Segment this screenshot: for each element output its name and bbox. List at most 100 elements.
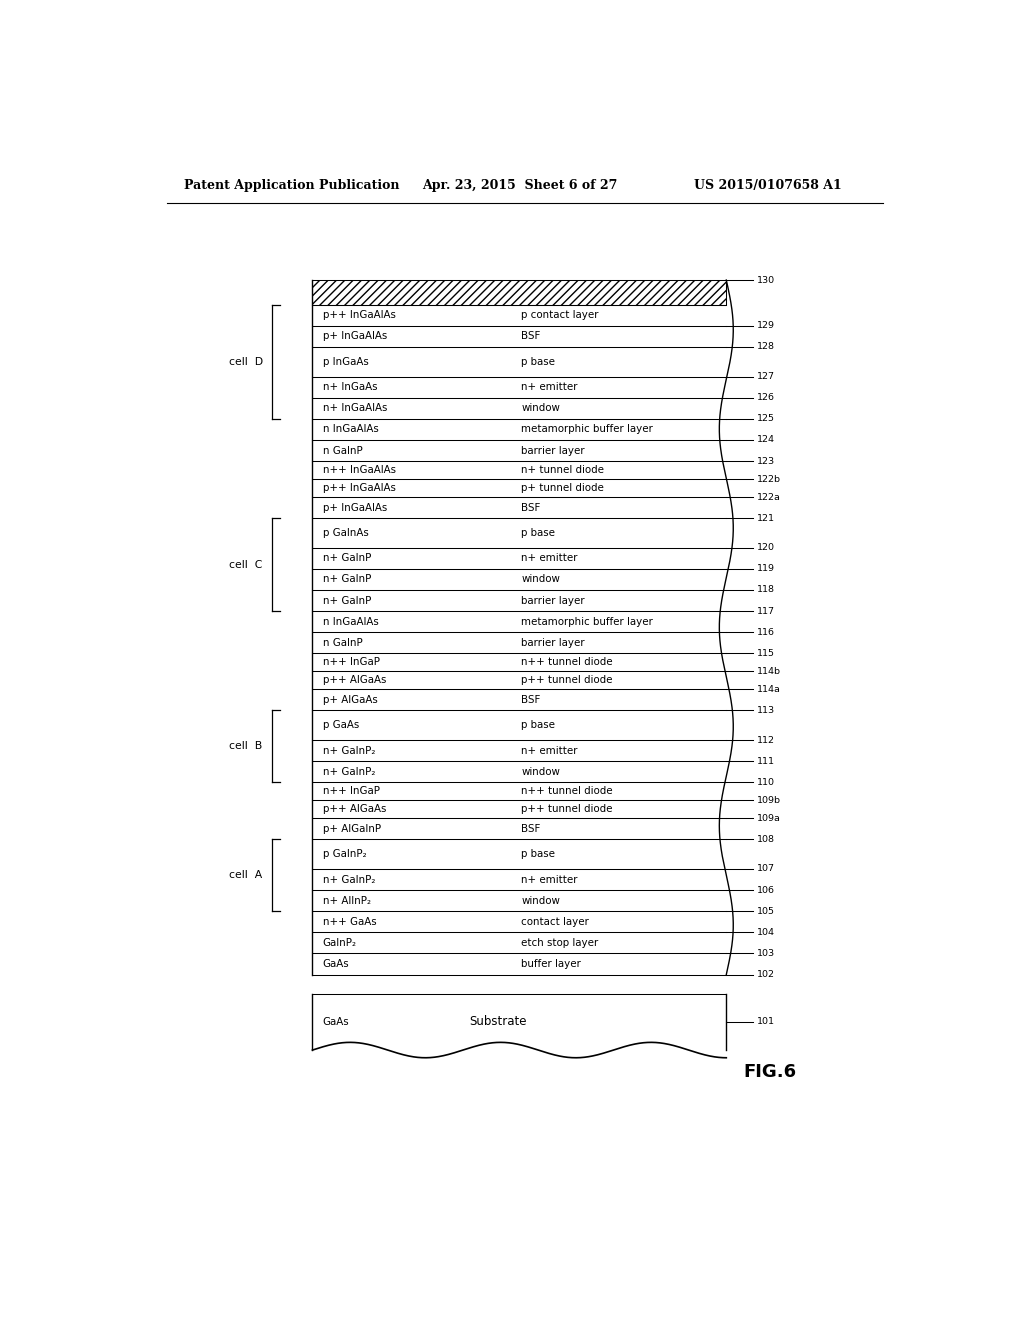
Text: 112: 112: [758, 735, 775, 744]
Text: 109a: 109a: [758, 813, 781, 822]
Text: etch stop layer: etch stop layer: [521, 939, 599, 948]
Text: BSF: BSF: [521, 824, 541, 834]
Text: p++ AlGaAs: p++ AlGaAs: [323, 804, 386, 814]
Text: p+ tunnel diode: p+ tunnel diode: [521, 483, 604, 494]
Text: barrier layer: barrier layer: [521, 446, 585, 455]
Text: p GaInAs: p GaInAs: [323, 528, 369, 539]
Text: p++ AlGaAs: p++ AlGaAs: [323, 676, 386, 685]
Text: n GaInP: n GaInP: [323, 446, 362, 455]
Text: 128: 128: [758, 342, 775, 351]
Text: BSF: BSF: [521, 331, 541, 342]
Text: 114b: 114b: [758, 667, 781, 676]
Text: p++ tunnel diode: p++ tunnel diode: [521, 804, 613, 814]
Text: 110: 110: [758, 777, 775, 787]
Text: p++ tunnel diode: p++ tunnel diode: [521, 676, 613, 685]
Text: barrier layer: barrier layer: [521, 595, 585, 606]
Text: p GaInP₂: p GaInP₂: [323, 849, 367, 859]
Text: n++ InGaP: n++ InGaP: [323, 657, 380, 668]
Text: p+ InGaAlAs: p+ InGaAlAs: [323, 503, 387, 512]
Text: p base: p base: [521, 721, 555, 730]
Text: window: window: [521, 574, 560, 585]
Text: cell  A: cell A: [228, 870, 262, 880]
Text: BSF: BSF: [521, 694, 541, 705]
Text: BSF: BSF: [521, 503, 541, 512]
Text: n++ GaAs: n++ GaAs: [323, 917, 376, 927]
Text: 121: 121: [758, 513, 775, 523]
Text: 116: 116: [758, 628, 775, 636]
Text: n InGaAlAs: n InGaAlAs: [323, 425, 378, 434]
Text: n+ GaInP₂: n+ GaInP₂: [323, 767, 375, 776]
Text: n++ InGaP: n++ InGaP: [323, 787, 380, 796]
Text: 107: 107: [758, 865, 775, 874]
Text: p InGaAs: p InGaAs: [323, 356, 369, 367]
Text: n+ GaInP: n+ GaInP: [323, 574, 371, 585]
Text: Patent Application Publication: Patent Application Publication: [183, 178, 399, 191]
Text: contact layer: contact layer: [521, 917, 590, 927]
Text: n+ InGaAs: n+ InGaAs: [323, 381, 377, 392]
Text: 120: 120: [758, 544, 775, 552]
Text: p+ AlGaInP: p+ AlGaInP: [323, 824, 381, 834]
Text: 125: 125: [758, 414, 775, 424]
Text: n+ emitter: n+ emitter: [521, 875, 578, 884]
Text: barrier layer: barrier layer: [521, 638, 585, 648]
Text: 122b: 122b: [758, 475, 781, 483]
Bar: [312, 280, 726, 305]
Text: cell  C: cell C: [228, 560, 262, 570]
Text: 109b: 109b: [758, 796, 781, 805]
Text: 106: 106: [758, 886, 775, 895]
Text: n+ GaInP: n+ GaInP: [323, 595, 371, 606]
Text: window: window: [521, 403, 560, 413]
Text: 126: 126: [758, 393, 775, 403]
Text: p contact layer: p contact layer: [521, 310, 599, 321]
Text: 117: 117: [758, 607, 775, 615]
Text: US 2015/0107658 A1: US 2015/0107658 A1: [693, 178, 842, 191]
Text: 130: 130: [758, 276, 775, 285]
Text: Apr. 23, 2015  Sheet 6 of 27: Apr. 23, 2015 Sheet 6 of 27: [423, 178, 617, 191]
Text: 118: 118: [758, 586, 775, 594]
Text: p GaAs: p GaAs: [323, 721, 358, 730]
Text: n+ InGaAlAs: n+ InGaAlAs: [323, 403, 387, 413]
Text: 111: 111: [758, 756, 775, 766]
Text: p+ AlGaAs: p+ AlGaAs: [323, 694, 377, 705]
Text: n+ tunnel diode: n+ tunnel diode: [521, 465, 604, 475]
Text: n+ GaInP₂: n+ GaInP₂: [323, 746, 375, 755]
Text: n+ GaInP: n+ GaInP: [323, 553, 371, 564]
Text: n+ emitter: n+ emitter: [521, 381, 578, 392]
Text: buffer layer: buffer layer: [521, 960, 582, 969]
Text: metamorphic buffer layer: metamorphic buffer layer: [521, 425, 653, 434]
Bar: [312, 305, 726, 974]
Text: p base: p base: [521, 528, 555, 539]
Text: GaAs: GaAs: [323, 960, 349, 969]
Text: GaAs: GaAs: [323, 1016, 349, 1027]
Text: cell  B: cell B: [228, 742, 262, 751]
Text: 122a: 122a: [758, 492, 781, 502]
Text: n+ GaInP₂: n+ GaInP₂: [323, 875, 375, 884]
Text: 115: 115: [758, 649, 775, 657]
Text: n+ emitter: n+ emitter: [521, 553, 578, 564]
Text: p+ InGaAlAs: p+ InGaAlAs: [323, 331, 387, 342]
Text: n InGaAlAs: n InGaAlAs: [323, 616, 378, 627]
Text: 113: 113: [758, 706, 775, 715]
Text: n+ AlInP₂: n+ AlInP₂: [323, 896, 371, 906]
Text: window: window: [521, 767, 560, 776]
Text: 104: 104: [758, 928, 775, 937]
Text: 105: 105: [758, 907, 775, 916]
Text: 119: 119: [758, 565, 775, 573]
Text: 108: 108: [758, 834, 775, 843]
Text: 129: 129: [758, 321, 775, 330]
Text: n++ tunnel diode: n++ tunnel diode: [521, 787, 613, 796]
Text: Substrate: Substrate: [470, 1015, 527, 1028]
Text: n+ emitter: n+ emitter: [521, 746, 578, 755]
Text: p base: p base: [521, 356, 555, 367]
Text: 127: 127: [758, 372, 775, 381]
Text: 103: 103: [758, 949, 775, 958]
Text: n++ InGaAlAs: n++ InGaAlAs: [323, 465, 395, 475]
Text: metamorphic buffer layer: metamorphic buffer layer: [521, 616, 653, 627]
Text: cell  D: cell D: [228, 356, 263, 367]
Text: p++ InGaAlAs: p++ InGaAlAs: [323, 483, 395, 494]
Text: 123: 123: [758, 457, 775, 466]
Text: GaInP₂: GaInP₂: [323, 939, 356, 948]
Text: 102: 102: [758, 970, 775, 979]
Text: FIG.6: FIG.6: [743, 1063, 797, 1081]
Text: window: window: [521, 896, 560, 906]
